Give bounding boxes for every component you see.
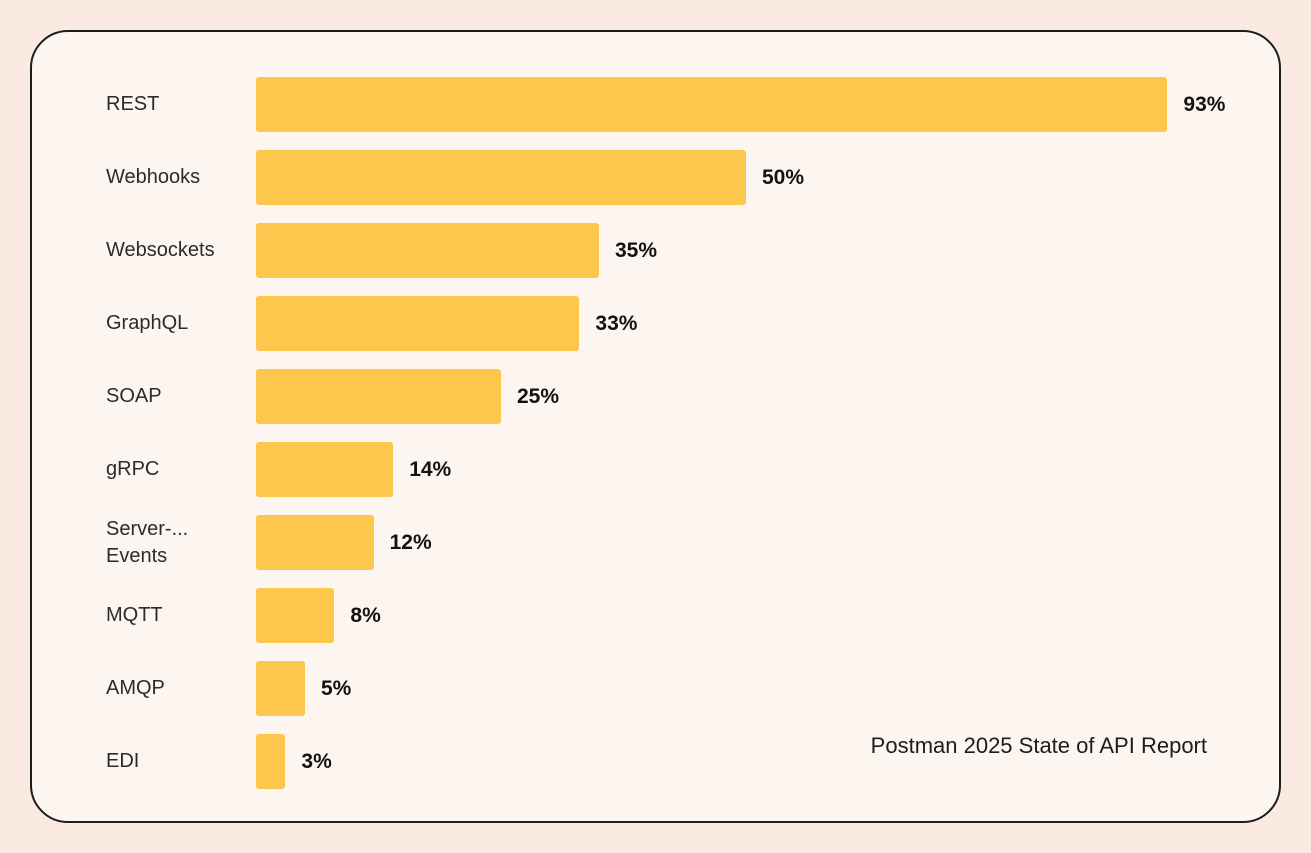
value-label: 12% [389,530,432,554]
value-label: 50% [762,165,805,189]
bar-chart: REST 93% Webhooks 50% Websockets 35% GraphQL 33… [32,68,1279,798]
category-label: REST [106,93,160,115]
bar [256,223,599,278]
bar [256,296,580,351]
chart-row: Webhooks 50% [32,141,1279,214]
bar [256,150,746,205]
source-attribution: Postman 2025 State of API Report [870,733,1207,758]
value-label: 14% [409,457,452,481]
bar [256,661,305,716]
category-label: gRPC [106,458,160,480]
category-label: MQTT [106,604,163,626]
chart-row: EDI 3% [32,725,1279,798]
chart-row: AMQP 5% [32,652,1279,725]
bar-track: 5% [256,661,1279,716]
bar [256,734,286,789]
bar [256,515,374,570]
chart-row: Websockets 35% [32,214,1279,287]
chart-row: gRPC 14% [32,433,1279,506]
bar-track: 35% [256,223,1279,278]
bar-track: 14% [256,442,1279,497]
category-label: Server-... Events [106,517,189,567]
bar-track: 3% [256,734,1279,789]
chart-row: GraphQL 33% [32,287,1279,360]
bar [256,369,501,424]
category-label: GraphQL [106,312,189,334]
category-label: SOAP [106,385,162,407]
chart-row: MQTT 8% [32,579,1279,652]
category-label: Webhooks [106,166,201,188]
chart-card: REST 93% Webhooks 50% Websockets 35% GraphQL 33… [30,30,1281,823]
value-label: 35% [615,238,658,262]
value-label: 33% [595,311,638,335]
bar [256,588,335,643]
value-label: 8% [350,603,381,627]
chart-row: REST 93% [32,68,1279,141]
category-label: Websockets [106,239,215,261]
bar-track: 12% [256,515,1279,570]
value-label: 93% [1183,92,1226,116]
value-label: 5% [321,676,352,700]
category-label: EDI [106,750,140,772]
value-label: 25% [517,384,560,408]
chart-row: Server-... Events 12% [32,506,1279,579]
value-label: 3% [301,749,332,773]
bar-track: 25% [256,369,1279,424]
bar [256,77,1168,132]
bar-track: 50% [256,150,1279,205]
bar [256,442,394,497]
bar-track: 33% [256,296,1279,351]
chart-row: SOAP 25% [32,360,1279,433]
category-label: AMQP [106,677,165,699]
bar-track: 8% [256,588,1279,643]
bar-track: 93% [256,77,1279,132]
